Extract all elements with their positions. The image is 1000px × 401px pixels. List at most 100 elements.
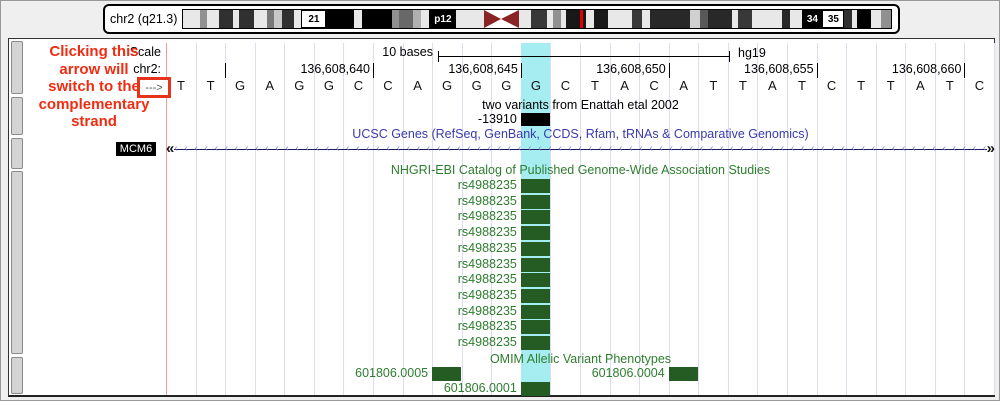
base-gridline bbox=[875, 43, 877, 395]
gwas-snp-box[interactable] bbox=[520, 210, 550, 225]
track-handle-gwas[interactable] bbox=[11, 171, 23, 354]
gwas-snp-label: rs4988235 bbox=[457, 209, 517, 224]
ideogram-band-strip[interactable]: 21 p12 34 35 bbox=[182, 9, 893, 29]
cytoband bbox=[708, 10, 733, 28]
track-handle-genes[interactable] bbox=[11, 138, 23, 169]
gwas-snp-box[interactable] bbox=[520, 336, 550, 350]
annotation-note-line: switch to the bbox=[48, 78, 140, 95]
base-gridline bbox=[402, 43, 404, 395]
base-gridline bbox=[816, 43, 818, 395]
gwas-snp-label: rs4988235 bbox=[457, 272, 517, 287]
gene-name-label: MCM6 bbox=[116, 142, 156, 156]
gwas-snp-box[interactable] bbox=[520, 288, 550, 303]
sequence-base: T bbox=[591, 78, 599, 93]
sequence-base: A bbox=[915, 78, 925, 93]
cytoband bbox=[421, 10, 430, 28]
gwas-snp-box[interactable] bbox=[520, 226, 550, 241]
cytoband bbox=[183, 10, 201, 28]
cytoband bbox=[608, 10, 633, 28]
cytoband bbox=[650, 10, 691, 28]
gwas-snp-box[interactable] bbox=[520, 320, 550, 335]
base-gridline bbox=[195, 43, 197, 395]
scale-amount: 10 bases bbox=[382, 45, 433, 59]
omim-variant-box[interactable] bbox=[668, 367, 698, 381]
gwas-snp-box[interactable] bbox=[520, 241, 550, 256]
cytoband bbox=[239, 10, 255, 28]
cytoband bbox=[732, 10, 739, 28]
cytoband bbox=[700, 10, 709, 28]
sequence-base: C bbox=[560, 78, 571, 93]
omim-track-title: OMIM Allelic Variant Phenotypes bbox=[489, 352, 672, 366]
sequence-base: G bbox=[323, 78, 334, 93]
cytoband bbox=[790, 10, 803, 28]
annotation-note-line: arrow will bbox=[59, 60, 129, 78]
reverse-strand-arrow-button[interactable]: ---> bbox=[137, 77, 171, 98]
ideogram-chrom-label: chr2 (q21.3) bbox=[110, 12, 178, 26]
sequence-base: A bbox=[620, 78, 629, 93]
scale-label: Scale bbox=[129, 45, 161, 59]
gene-body-mcm6[interactable]: « ‹ ‹ ‹ ‹ ‹ ‹ ‹ ‹ ‹ ‹ ‹ ‹ ‹ ‹ ‹ ‹ ‹ ‹ ‹ … bbox=[166, 141, 995, 157]
cytoband bbox=[642, 10, 651, 28]
sequence-base: G bbox=[294, 78, 305, 93]
gwas-snp-label: rs4988235 bbox=[457, 335, 517, 349]
scale-bar bbox=[438, 51, 730, 62]
ruler-tick-label: 136,608,650 bbox=[596, 62, 666, 76]
gwas-snp-label: rs4988235 bbox=[457, 240, 517, 255]
base-gridline bbox=[609, 43, 611, 395]
annotation-note-line: strand bbox=[71, 113, 117, 130]
sequence-base: T bbox=[798, 78, 806, 93]
gwas-snp-box[interactable] bbox=[520, 273, 550, 288]
cytoband bbox=[519, 10, 532, 28]
cytoband bbox=[738, 10, 753, 28]
sequence-base: T bbox=[709, 78, 718, 93]
sequence-base: G bbox=[471, 78, 482, 93]
sequence-base: A bbox=[768, 78, 777, 93]
gwas-snp-box[interactable] bbox=[520, 257, 550, 272]
sequence-base: A bbox=[265, 78, 275, 93]
sequence-base: G bbox=[442, 78, 453, 93]
cytoband-34: 34 bbox=[802, 10, 823, 28]
omim-variant-box[interactable] bbox=[520, 382, 550, 396]
cytoband bbox=[690, 10, 701, 28]
cytoband bbox=[200, 10, 208, 28]
ruler-tick-label: 136,608,655 bbox=[744, 62, 814, 76]
cytoband bbox=[294, 10, 302, 28]
track-handle-variants[interactable] bbox=[11, 97, 23, 135]
cytoband bbox=[219, 10, 234, 28]
ruler-tick-mark bbox=[373, 63, 374, 78]
base-gridline bbox=[491, 43, 493, 395]
track-handle-omim[interactable] bbox=[11, 357, 23, 394]
gwas-snp-box[interactable] bbox=[520, 194, 550, 209]
omim-variant-label: 601806.0001 bbox=[443, 381, 517, 395]
gwas-snp-box[interactable] bbox=[520, 179, 550, 193]
ruler-tick-mark bbox=[964, 63, 966, 78]
base-gridline bbox=[254, 43, 256, 395]
cytoband bbox=[594, 10, 609, 28]
chromosome-ideogram-panel: chr2 (q21.3) 21 p12 34 35 bbox=[103, 4, 900, 34]
variant-feature-box[interactable] bbox=[520, 113, 550, 126]
ruler-tick-label: 136,608,645 bbox=[448, 62, 518, 76]
gwas-snp-label: rs4988235 bbox=[457, 287, 517, 302]
cytoband bbox=[354, 10, 363, 28]
omim-variant-box[interactable] bbox=[432, 367, 462, 381]
cytoband bbox=[547, 10, 554, 28]
ruler-tick-mark bbox=[520, 63, 522, 78]
sequence-base: G bbox=[501, 78, 512, 93]
base-gridline bbox=[343, 43, 345, 395]
sequence-base: A bbox=[679, 78, 689, 93]
gwas-snp-box[interactable] bbox=[520, 304, 550, 319]
cytoband bbox=[782, 10, 791, 28]
sequence-base: C bbox=[353, 78, 364, 93]
cytoband bbox=[362, 10, 393, 28]
cytoband bbox=[233, 10, 240, 28]
variants-track-title: two variants from Enattah etal 2002 bbox=[482, 98, 679, 112]
base-gridline bbox=[905, 43, 907, 395]
sequence-base: T bbox=[738, 78, 747, 93]
track-handle-ruler[interactable] bbox=[11, 41, 23, 94]
sequence-base: C bbox=[826, 78, 837, 93]
chrom-position-label: chr2: bbox=[133, 62, 161, 76]
centromere bbox=[484, 10, 520, 28]
gwas-track-title: NHGRI-EBI Catalog of Published Genome-Wi… bbox=[390, 163, 771, 177]
variant-label: -13910 bbox=[477, 112, 517, 126]
cytoband bbox=[881, 10, 892, 28]
